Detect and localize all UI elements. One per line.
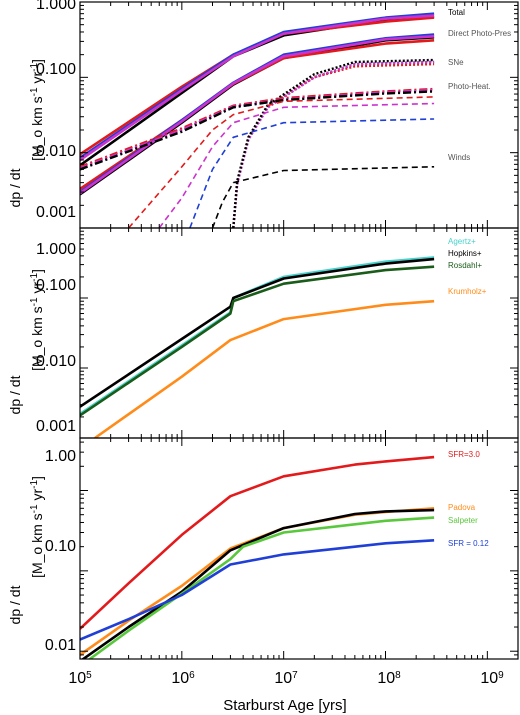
series-line-1-18 xyxy=(158,102,435,228)
series-annotation: Salpeter xyxy=(448,516,478,525)
y-tick-label: 0.01 xyxy=(45,637,76,654)
y-tick-label: 0.010 xyxy=(36,353,76,370)
x-tick-label: 107 xyxy=(274,670,298,688)
series-line-1-9 xyxy=(232,60,435,228)
panel1-ylabel-main: dp / dt xyxy=(7,168,23,207)
series-line-1-16 xyxy=(80,90,435,171)
series-line-1-4 xyxy=(80,14,435,162)
series-line-3-3 xyxy=(81,508,435,659)
panel-2: 0.001 0.010 0.100 1.000 Agertz+ Hopkins+ Rosda… xyxy=(36,227,519,439)
panel2-ylabel-main: dp / dt xyxy=(7,375,23,414)
series-line-2-2 xyxy=(80,257,435,408)
panel-1: 0.001 0.010 0.100 1.000 Total Direct Photo-Pr… xyxy=(36,0,519,229)
series-line-1-10 xyxy=(232,62,435,228)
panel-2-series xyxy=(80,256,435,438)
panel-3-series xyxy=(80,455,435,659)
series-line-1-12 xyxy=(232,58,435,228)
series-line-1-11 xyxy=(232,60,435,228)
series-annotation: Total xyxy=(448,8,465,17)
y-tick-label: 0.10 xyxy=(45,538,76,555)
series-line-1-17 xyxy=(127,96,435,228)
y-tick-label: 0.001 xyxy=(36,204,76,221)
series-line-2-3 xyxy=(80,265,435,417)
series-annotation: Padova xyxy=(448,503,476,512)
y-tick-label: 1.000 xyxy=(36,241,76,258)
series-line-1-7 xyxy=(80,33,435,194)
x-tick-label: 108 xyxy=(377,670,401,688)
x-axis-label: Starburst Age [yrs] xyxy=(223,697,346,714)
panel1-ylabel-units: [M_o km s-1 yr-1] xyxy=(29,59,46,161)
panel3-ylabel-units: [M_o km s-1 yr-1] xyxy=(29,476,46,578)
y-tick-label: 0.001 xyxy=(36,418,76,435)
series-annotation: SFR=3.0 xyxy=(448,450,480,459)
plots: 0.001 0.010 0.100 1.000 Total Direct Photo-Pr… xyxy=(36,0,519,688)
x-tick-label: 105 xyxy=(68,670,92,688)
series-line-1-20 xyxy=(211,166,435,228)
series-line-3-1 xyxy=(80,455,435,630)
series-annotation: Agertz+ xyxy=(448,237,476,246)
x-tick-labels: 105 106 107 108 109 xyxy=(68,670,504,688)
y-tick-label: 0.010 xyxy=(36,143,76,160)
series-line-3-2 xyxy=(80,507,435,656)
series-annotation: SFR = 0.12 xyxy=(448,539,489,548)
x-tick-label: 106 xyxy=(171,670,195,688)
panel3-ylabel-main: dp / dt xyxy=(7,585,23,624)
series-annotation: Hopkins+ xyxy=(448,249,482,258)
panel-3-frame xyxy=(79,437,519,660)
y-tick-label: 1.000 xyxy=(36,0,76,13)
series-line-3-4 xyxy=(87,516,435,659)
y-tick-label: 0.100 xyxy=(36,61,76,78)
series-line-1-8 xyxy=(80,35,435,195)
series-annotation: Rosdahl+ xyxy=(448,261,482,270)
panel-3: 0.01 0.10 1.00 SFR=3.0 Padova Salpeter SFR = 0… xyxy=(45,437,519,660)
overlay: dp / dt [M_o km s-1 yr-1] dp / dt [M_o k… xyxy=(7,59,347,714)
series-annotation: Winds xyxy=(448,153,470,162)
series-annotation: Krumholz+ xyxy=(448,287,487,296)
series-line-1-6 xyxy=(80,39,435,190)
series-line-2-1 xyxy=(80,256,435,416)
panel2-ylabel-units: [M_o km s-1 yr-1] xyxy=(29,269,46,371)
x-tick-label: 109 xyxy=(480,670,504,688)
y-tick-label: 0.100 xyxy=(36,277,76,294)
panel-2-frame xyxy=(79,227,519,439)
panel-1-series xyxy=(80,12,435,228)
series-line-1-19 xyxy=(189,118,435,228)
series-annotation: SNe xyxy=(448,58,464,67)
y-tick-label: 1.00 xyxy=(45,448,76,465)
series-line-3-5 xyxy=(80,539,435,641)
series-line-1-3 xyxy=(80,12,435,160)
series-annotation: Photo-Heat. xyxy=(448,82,491,91)
series-line-2-4 xyxy=(94,299,435,438)
series-annotation: Direct Photo-Pres xyxy=(448,29,511,38)
